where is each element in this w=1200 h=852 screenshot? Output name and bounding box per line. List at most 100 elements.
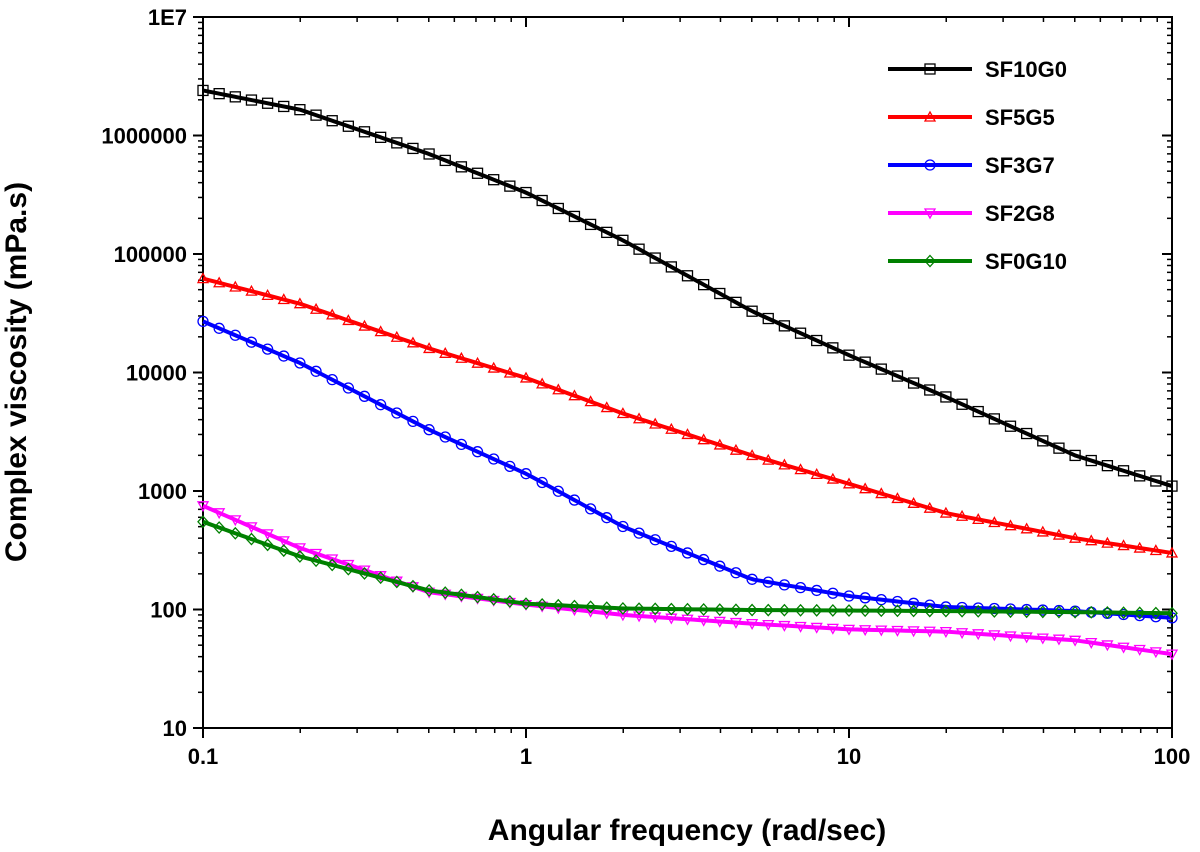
data-point-SF3G7 (794, 582, 807, 594)
data-point-SF0G10 (1117, 606, 1130, 620)
legend-item-SF2G8: SF2G8 (888, 201, 1055, 226)
data-point-SF5G5 (988, 516, 1001, 528)
data-point-SF10G0 (326, 115, 338, 127)
data-point-SF10G0 (407, 142, 419, 155)
data-point-SF5G5 (939, 506, 953, 518)
series-SF5G5 (196, 272, 1179, 558)
data-point-SF0G10 (1069, 605, 1081, 619)
data-point-SF2G8 (1165, 649, 1179, 661)
data-point-SF10G0 (875, 363, 887, 375)
data-point-SF10G0 (391, 137, 403, 149)
data-point-SF5G5 (778, 458, 791, 470)
x-tick-label: 1 (520, 744, 532, 769)
data-point-SF0G10 (697, 602, 710, 616)
y-tick-label: 1E7 (148, 5, 187, 30)
data-point-SF5G5 (697, 433, 710, 445)
data-point-SF0G10 (326, 558, 339, 572)
data-point-SF0G10 (875, 604, 888, 618)
data-point-SF2G8 (1004, 631, 1017, 643)
data-point-SF2G8 (939, 627, 953, 639)
data-point-SF10G0 (681, 270, 694, 282)
data-point-SF10G0 (778, 320, 791, 332)
data-point-SF10G0 (762, 312, 774, 325)
data-point-SF2G8 (213, 508, 226, 520)
y-tick-label: 100 (150, 598, 187, 623)
data-point-SF3G7 (891, 595, 904, 608)
data-point-SF5G5 (519, 371, 533, 383)
data-point-SF3G7 (197, 315, 209, 328)
data-point-SF3G7 (907, 597, 920, 609)
x-axis-title: Angular frequency (rad/sec) (488, 814, 886, 847)
series-SF0G10 (197, 515, 1178, 620)
data-point-SF10G0 (714, 287, 726, 300)
data-point-SF10G0 (827, 342, 839, 354)
data-point-SF0G10 (617, 601, 629, 615)
data-point-SF10G0 (891, 370, 904, 382)
data-point-SF0G10 (584, 600, 597, 614)
legend: SF10G0 SF5G5 SF3G7 SF2G8 SF0G10 (888, 57, 1067, 274)
data-point-SF3G7 (988, 602, 1000, 615)
data-point-SF0G10 (794, 603, 807, 617)
data-point-SF3G7 (843, 590, 855, 602)
data-point-SF2G8 (778, 620, 791, 632)
data-point-SF2G8 (972, 629, 985, 641)
data-point-SF3G7 (278, 350, 290, 362)
data-point-SF5G5 (681, 428, 694, 440)
data-point-SF2G8 (729, 617, 743, 629)
series-line-SF2G8 (202, 503, 1173, 657)
data-point-SF0G10 (843, 604, 855, 618)
data-point-SF10G0 (698, 278, 710, 291)
y-tick-label: 1000 (138, 479, 187, 504)
data-point-SF0G10 (390, 575, 403, 589)
data-point-SF5G5 (632, 412, 646, 424)
data-point-SF3G7 (568, 494, 581, 506)
data-point-SF10G0 (568, 210, 581, 223)
data-point-SF0G10 (277, 544, 290, 558)
data-point-SF0G10 (972, 604, 985, 618)
data-point-SF3G7 (552, 485, 564, 497)
data-point-SF2G8 (923, 626, 936, 638)
data-point-SF0G10 (810, 603, 823, 617)
y-tick-label: 100000 (114, 242, 187, 267)
legend-marker (923, 110, 937, 122)
data-point-SF0G10 (600, 601, 613, 615)
data-point-SF0G10 (1133, 606, 1146, 620)
data-point-SF3G7 (229, 329, 241, 341)
data-point-SF0G10 (471, 590, 484, 604)
data-point-SF10G0 (213, 87, 225, 100)
data-point-SF10G0 (584, 218, 597, 231)
data-point-SF0G10 (859, 604, 872, 618)
data-point-SF5G5 (1085, 534, 1098, 546)
data-point-SF5G5 (600, 401, 613, 413)
data-point-SF10G0 (455, 161, 468, 173)
data-point-SF3G7 (407, 415, 419, 428)
data-point-SF10G0 (261, 97, 274, 109)
legend-label: SF3G7 (985, 153, 1055, 178)
legend-label: SF5G5 (985, 105, 1055, 130)
data-point-SF0G10 (988, 605, 1001, 618)
data-point-SF2G8 (196, 501, 210, 513)
data-point-SF3G7 (358, 390, 371, 402)
legend-item-SF10G0: SF10G0 (888, 57, 1067, 82)
data-point-SF5G5 (1101, 536, 1114, 548)
data-point-SF5G5 (859, 482, 872, 494)
data-point-SF5G5 (1165, 546, 1179, 558)
data-point-SF3G7 (1004, 603, 1017, 615)
y-tick-label: 10 (163, 716, 187, 741)
y-tick-label: 10000 (126, 361, 187, 386)
data-point-SF5G5 (972, 513, 985, 525)
data-point-SF2G8 (875, 625, 888, 637)
data-point-SF0G10 (197, 515, 209, 529)
data-point-SF2G8 (1117, 642, 1130, 654)
data-point-SF10G0 (229, 91, 241, 103)
data-point-SF5G5 (842, 477, 856, 489)
data-point-SF3G7 (342, 382, 355, 394)
data-point-SF0G10 (568, 599, 581, 613)
data-point-SF2G8 (891, 625, 904, 637)
data-point-SF10G0 (1021, 427, 1033, 440)
x-tick-label: 10 (837, 744, 861, 769)
data-point-SF5G5 (487, 361, 500, 373)
data-point-SF0G10 (294, 549, 306, 563)
data-point-SF5G5 (245, 284, 258, 296)
data-point-SF10G0 (358, 126, 371, 138)
